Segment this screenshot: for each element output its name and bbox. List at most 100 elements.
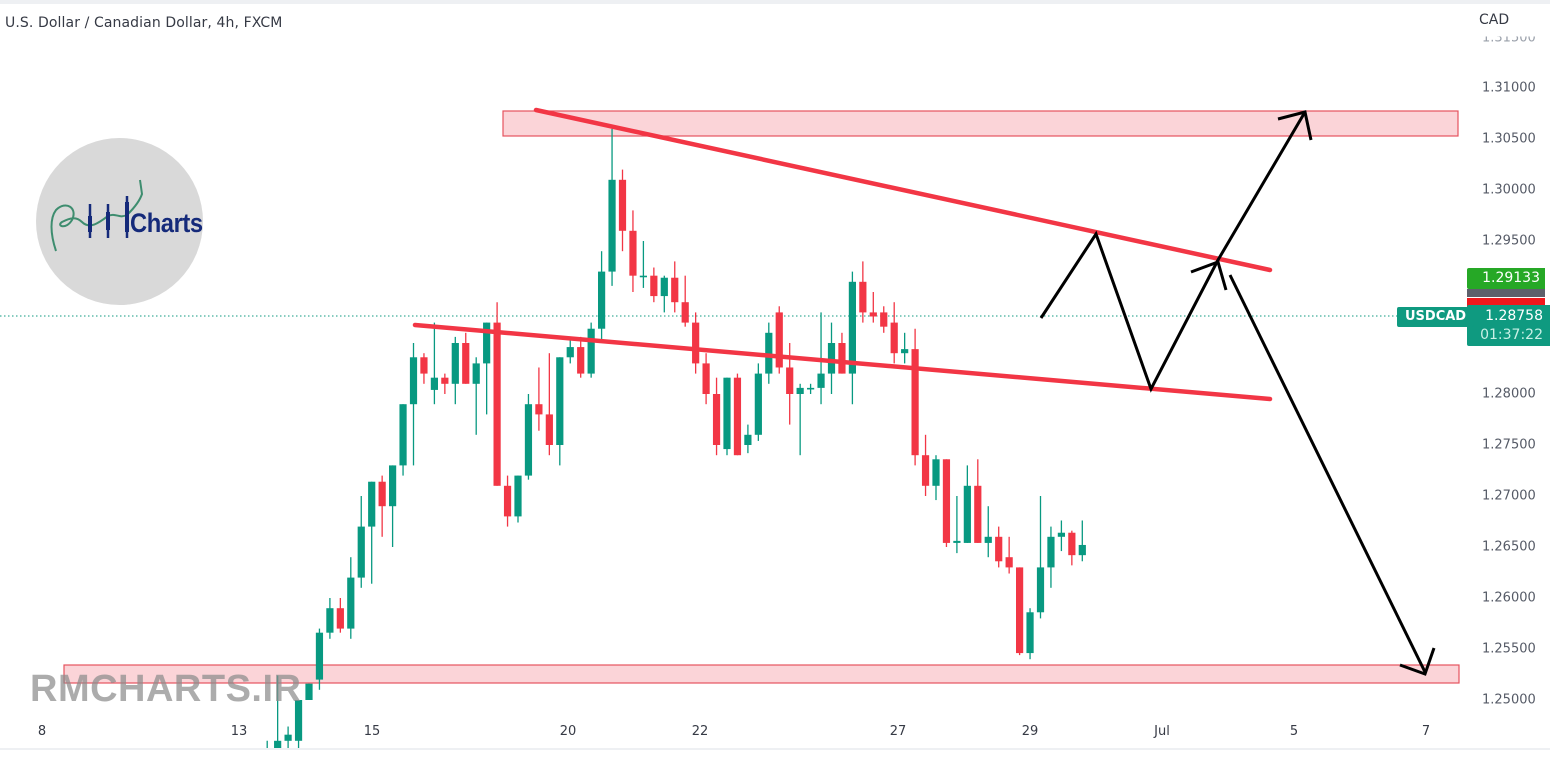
candle-body[interactable] (921, 455, 930, 486)
candle-body[interactable] (733, 377, 742, 456)
current-price-value: 1.28758 (1485, 308, 1543, 324)
projection-down-path[interactable] (1228, 274, 1427, 673)
candle-body[interactable] (848, 281, 856, 374)
wedge-lower-trendline[interactable] (412, 322, 1273, 402)
candle-body[interactable] (326, 608, 334, 633)
candle-body[interactable] (671, 277, 679, 303)
candle-body[interactable] (347, 577, 355, 629)
candle-body[interactable] (441, 377, 449, 384)
candle-body[interactable] (984, 536, 992, 543)
candle-body[interactable] (932, 459, 940, 486)
candle-body[interactable] (942, 459, 951, 543)
candle-body[interactable] (315, 632, 324, 680)
candle-body[interactable] (514, 475, 522, 517)
candle-body[interactable] (1057, 532, 1065, 537)
chart-canvas[interactable] (0, 0, 1550, 748)
candle-body[interactable] (692, 322, 700, 364)
candle-body[interactable] (524, 404, 533, 476)
wedge-upper-trendline[interactable] (533, 107, 1273, 273)
candle-body[interactable] (775, 312, 783, 368)
candle-body[interactable] (660, 277, 668, 297)
arrowhead-up-target-icon (1277, 110, 1313, 141)
price-tick: 1.25000 (1482, 692, 1536, 708)
candle-body[interactable] (462, 343, 470, 384)
candle-body[interactable] (399, 404, 407, 466)
candle-body[interactable] (1068, 532, 1076, 556)
candle-body[interactable] (357, 526, 365, 578)
candle-body[interactable] (389, 465, 397, 507)
candle-body[interactable] (1036, 567, 1045, 613)
candle-body[interactable] (712, 394, 721, 445)
candle-body[interactable] (702, 363, 710, 394)
candle-body[interactable] (629, 230, 637, 276)
candle-body[interactable] (953, 540, 961, 543)
candle-body[interactable] (1078, 544, 1086, 556)
candle-body[interactable] (723, 377, 731, 450)
candle-body[interactable] (901, 349, 909, 354)
candle-body[interactable] (807, 387, 815, 390)
price-tick: 1.30500 (1482, 131, 1536, 147)
candle-body[interactable] (744, 434, 752, 445)
candle-body[interactable] (838, 343, 846, 374)
candle-body[interactable] (1005, 557, 1013, 568)
candle-body[interactable] (294, 700, 303, 741)
candle-body[interactable] (378, 481, 386, 507)
candle-body[interactable] (639, 275, 647, 278)
arrowhead-up-mid-icon (1190, 260, 1228, 291)
support-zone[interactable] (63, 664, 1460, 684)
candle-body[interactable] (618, 179, 627, 231)
candle-body[interactable] (1047, 536, 1055, 568)
candle-body[interactable] (880, 312, 888, 327)
candle-body[interactable] (305, 683, 313, 700)
watermark: RMCHARTS.IR (30, 668, 302, 710)
candle-body[interactable] (587, 328, 595, 374)
candle-body[interactable] (503, 485, 512, 517)
candle-body[interactable] (430, 377, 438, 390)
candle-body[interactable] (765, 332, 773, 374)
candle-body[interactable] (566, 347, 574, 358)
candle-body[interactable] (483, 322, 491, 364)
candle-body[interactable] (754, 373, 762, 435)
candle-body[interactable] (577, 347, 585, 374)
candle-body[interactable] (995, 536, 1003, 562)
candle-body[interactable] (827, 343, 836, 374)
candle-body[interactable] (1016, 567, 1024, 654)
candle-body[interactable] (911, 349, 919, 456)
rm-signature-icon (50, 179, 144, 252)
candle-body[interactable] (472, 363, 480, 384)
candle-body[interactable] (284, 734, 292, 741)
candle-body[interactable] (890, 322, 898, 354)
candle-body[interactable] (556, 357, 564, 445)
price-tick: 1.28000 (1482, 386, 1536, 402)
candle-body[interactable] (493, 322, 501, 486)
candle-body[interactable] (650, 275, 658, 297)
low-price-tag (1467, 298, 1545, 308)
candle-body[interactable] (786, 367, 794, 394)
symbol-tag: USDCAD (1397, 307, 1475, 327)
price-tick: 1.26500 (1482, 539, 1536, 555)
candle-body[interactable] (869, 312, 877, 317)
time-tick: 5 (1289, 724, 1299, 739)
candle-body[interactable] (274, 740, 282, 748)
candle-body[interactable] (859, 281, 867, 313)
candle-body[interactable] (817, 373, 825, 388)
candle-body[interactable] (681, 302, 689, 323)
candle-body[interactable] (796, 387, 804, 394)
time-tick: 13 (230, 724, 248, 739)
time-tick: 29 (1021, 724, 1039, 739)
candle-body[interactable] (409, 357, 418, 405)
candle-body[interactable] (535, 404, 543, 415)
candle-body[interactable] (963, 485, 971, 543)
candle-body[interactable] (368, 481, 376, 527)
candle-body[interactable] (420, 357, 428, 374)
projection-path[interactable] (1039, 111, 1307, 393)
current-price-tag: 1.28758 01:37:22 (1467, 305, 1550, 346)
candle-body[interactable] (336, 608, 344, 629)
candle-body[interactable] (451, 343, 459, 384)
candle-body[interactable] (545, 414, 553, 445)
time-tick: 20 (559, 724, 577, 739)
candle-body[interactable] (974, 485, 982, 543)
candle-body[interactable] (598, 271, 606, 329)
candle-body[interactable] (1026, 612, 1034, 654)
candle-body[interactable] (608, 179, 616, 272)
